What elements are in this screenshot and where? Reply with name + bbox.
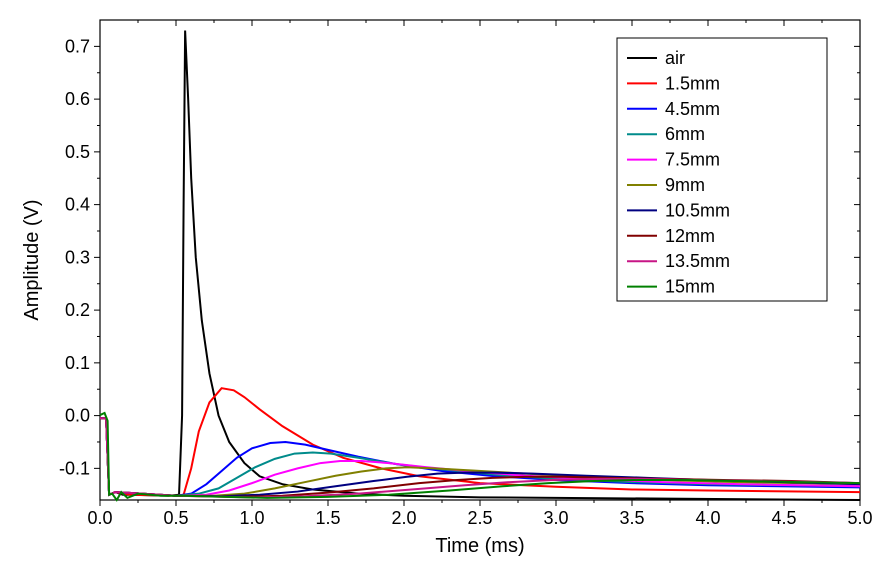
- svg-text:0.5: 0.5: [65, 142, 90, 162]
- svg-text:0.2: 0.2: [65, 300, 90, 320]
- svg-text:4.5: 4.5: [771, 508, 796, 528]
- svg-text:1.0: 1.0: [239, 508, 264, 528]
- legend-label: air: [665, 48, 685, 68]
- x-axis-label: Time (ms): [435, 535, 524, 557]
- series-line: [100, 413, 860, 500]
- legend-label: 10.5mm: [665, 200, 730, 220]
- svg-text:0.5: 0.5: [163, 508, 188, 528]
- svg-text:0.0: 0.0: [87, 508, 112, 528]
- svg-text:5.0: 5.0: [847, 508, 872, 528]
- svg-text:0.3: 0.3: [65, 247, 90, 267]
- svg-text:2.5: 2.5: [467, 508, 492, 528]
- svg-text:0.0: 0.0: [65, 406, 90, 426]
- svg-text:3.0: 3.0: [543, 508, 568, 528]
- legend-label: 15mm: [665, 277, 715, 297]
- svg-text:4.0: 4.0: [695, 508, 720, 528]
- svg-text:2.0: 2.0: [391, 508, 416, 528]
- legend-label: 1.5mm: [665, 73, 720, 93]
- legend-label: 13.5mm: [665, 251, 730, 271]
- legend-label: 4.5mm: [665, 99, 720, 119]
- legend-label: 9mm: [665, 175, 705, 195]
- y-axis-label: Amplitude (V): [21, 199, 43, 320]
- svg-text:0.1: 0.1: [65, 353, 90, 373]
- legend-label: 6mm: [665, 124, 705, 144]
- svg-text:-0.1: -0.1: [59, 458, 90, 478]
- svg-text:0.6: 0.6: [65, 89, 90, 109]
- legend-label: 12mm: [665, 226, 715, 246]
- legend-label: 7.5mm: [665, 150, 720, 170]
- svg-text:3.5: 3.5: [619, 508, 644, 528]
- svg-text:1.5: 1.5: [315, 508, 340, 528]
- svg-text:0.7: 0.7: [65, 36, 90, 56]
- chart-svg: 0.0 0.5 1.0 1.5 2.0 2.5 3.0 3.5 4.0 4.5 5.0 -0.1 0.0…: [0, 0, 889, 586]
- chart-container: 0.0 0.5 1.0 1.5 2.0 2.5 3.0 3.5 4.0 4.5 5.0 -0.1 0.0…: [0, 0, 889, 586]
- svg-text:0.4: 0.4: [65, 195, 90, 215]
